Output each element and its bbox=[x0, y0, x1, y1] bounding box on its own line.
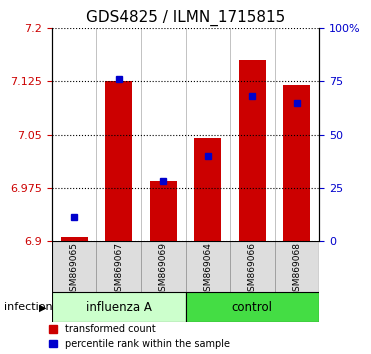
Bar bbox=[141, 241, 186, 292]
Text: ▶: ▶ bbox=[39, 302, 46, 312]
Bar bbox=[52, 292, 186, 322]
Bar bbox=[150, 181, 177, 241]
Text: GSM869066: GSM869066 bbox=[248, 242, 257, 297]
Bar bbox=[96, 241, 141, 292]
Text: GSM869069: GSM869069 bbox=[159, 242, 168, 297]
Text: influenza A: influenza A bbox=[86, 301, 152, 314]
Bar bbox=[194, 138, 221, 241]
Legend: transformed count, percentile rank within the sample: transformed count, percentile rank withi… bbox=[49, 324, 230, 349]
Text: GSM869065: GSM869065 bbox=[70, 242, 79, 297]
Text: control: control bbox=[232, 301, 273, 314]
Text: GSM869067: GSM869067 bbox=[114, 242, 123, 297]
Title: GDS4825 / ILMN_1715815: GDS4825 / ILMN_1715815 bbox=[86, 9, 285, 25]
Text: GSM869068: GSM869068 bbox=[292, 242, 301, 297]
Bar bbox=[283, 85, 310, 241]
Bar bbox=[230, 241, 275, 292]
Bar bbox=[61, 237, 88, 241]
Bar bbox=[105, 81, 132, 241]
Bar bbox=[186, 241, 230, 292]
Bar bbox=[275, 241, 319, 292]
Bar bbox=[186, 292, 319, 322]
Text: GSM869064: GSM869064 bbox=[203, 242, 212, 297]
Bar bbox=[52, 241, 96, 292]
Text: infection: infection bbox=[4, 302, 52, 312]
Bar bbox=[239, 60, 266, 241]
